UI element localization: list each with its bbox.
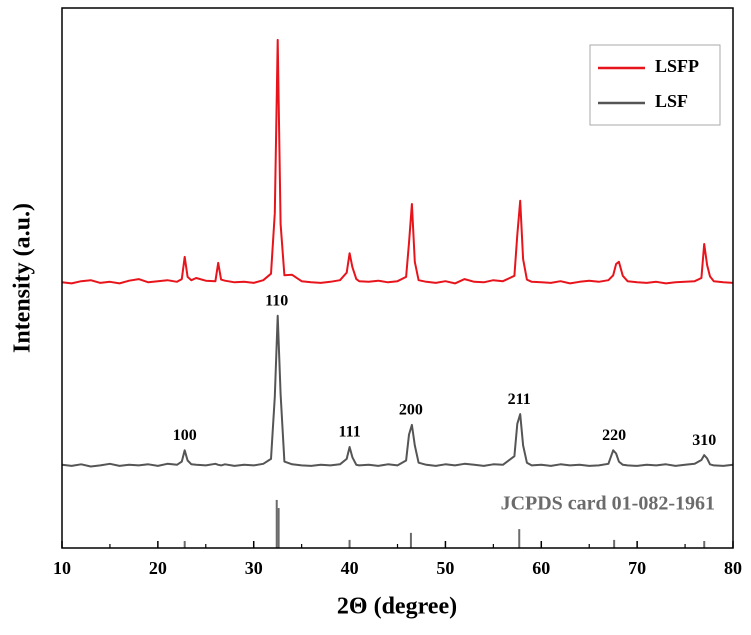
reference-label: JCPDS card 01-082-1961	[501, 493, 715, 515]
x-tick-label: 80	[724, 558, 742, 578]
peak-label: 310	[692, 432, 716, 449]
peak-label: 200	[399, 402, 423, 419]
x-tick-label: 70	[628, 558, 646, 578]
x-tick-label: 60	[532, 558, 550, 578]
x-tick-label: 20	[149, 558, 167, 578]
peak-label: 110	[265, 292, 288, 309]
peak-label: 211	[508, 391, 531, 408]
peak-label: 100	[173, 427, 197, 444]
plot-frame	[61, 7, 734, 549]
peak-label: 111	[338, 424, 360, 441]
legend-box	[589, 44, 721, 126]
series-line	[61, 38, 734, 285]
y-axis-label: Intensity (a.u.)	[10, 203, 36, 353]
x-axis-label: 2Θ (degree)	[337, 594, 457, 620]
legend-label: LSF	[655, 91, 688, 111]
legend-label: LSFP	[655, 56, 699, 76]
x-tick-label: 50	[436, 558, 454, 578]
series-line	[61, 314, 734, 468]
x-tick-label: 30	[245, 558, 263, 578]
x-tick-label: 10	[53, 558, 71, 578]
peak-label: 220	[602, 427, 626, 444]
x-tick-label: 40	[341, 558, 359, 578]
